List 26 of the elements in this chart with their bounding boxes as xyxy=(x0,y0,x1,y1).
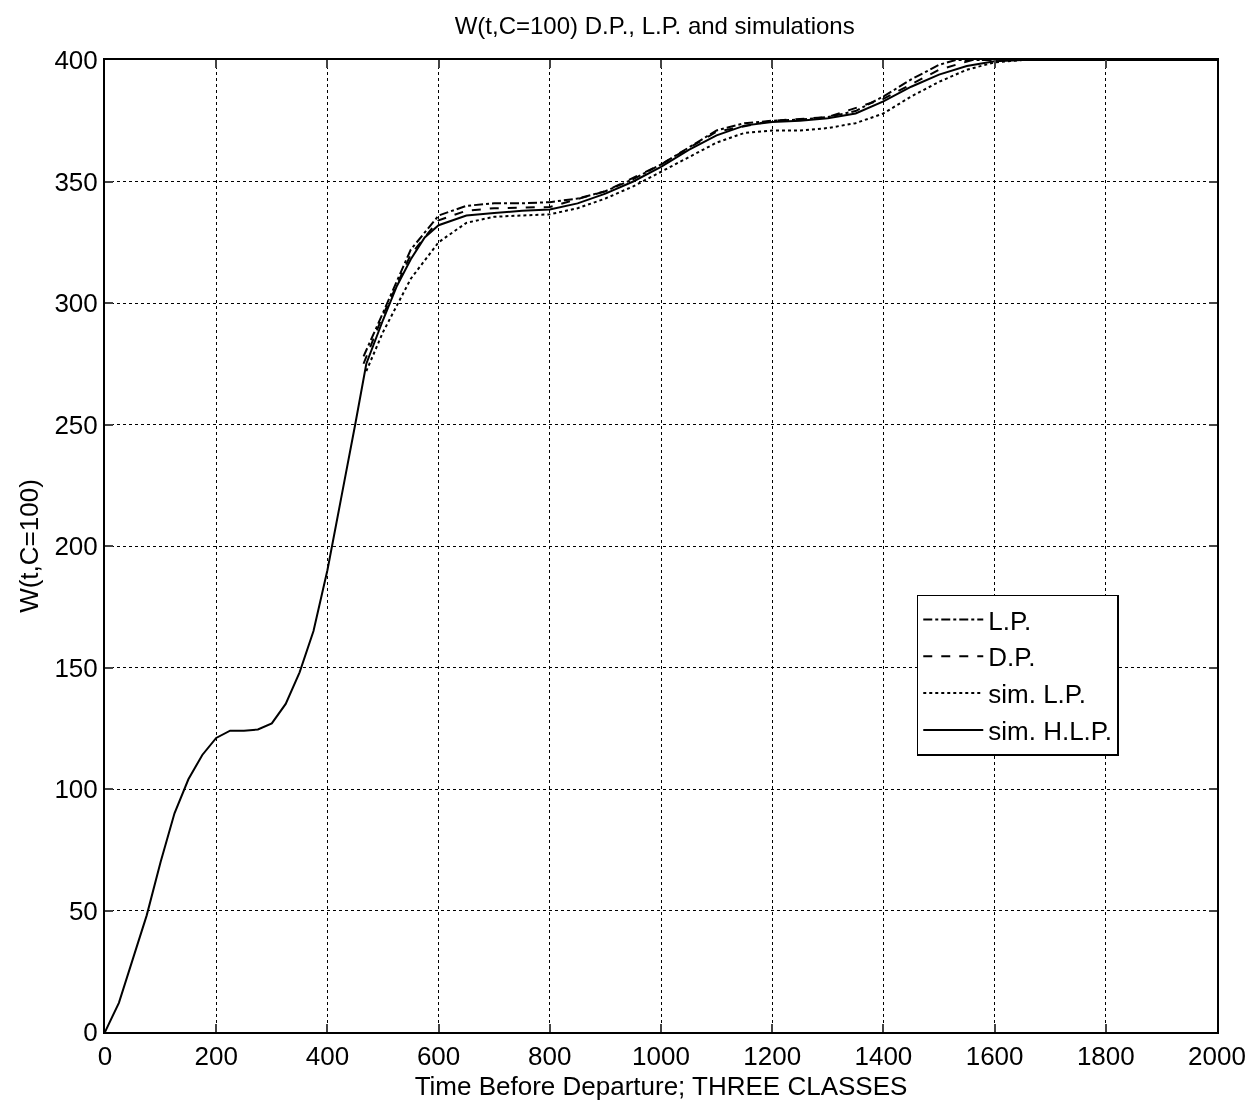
x-tick-label: 1600 xyxy=(965,1041,1024,1072)
y-tick-label: 0 xyxy=(83,1017,98,1048)
x-tick-label: 1400 xyxy=(854,1041,913,1072)
x-tick-label: 1000 xyxy=(632,1041,690,1072)
x-tick-label: 400 xyxy=(305,1041,350,1072)
legend-label: sim. L.P. xyxy=(988,679,1087,710)
x-tick-label: 800 xyxy=(528,1041,572,1072)
x-tick-label: 600 xyxy=(416,1041,461,1072)
x-axis-title: Time Before Departure; THREE CLASSES xyxy=(414,1071,908,1102)
x-tick-label: 2000 xyxy=(1188,1041,1246,1072)
chart-title: W(t,C=100) D.P., L.P. and simulations xyxy=(454,11,855,39)
legend-label: D.P. xyxy=(988,642,1036,673)
y-tick-label: 50 xyxy=(68,895,98,926)
y-tick-label: 150 xyxy=(54,652,98,683)
y-tick-label: 300 xyxy=(54,288,98,319)
y-tick-label: 350 xyxy=(54,166,98,197)
y-tick-label: 200 xyxy=(54,531,98,562)
y-tick-label: 250 xyxy=(54,409,98,440)
x-tick-label: 1200 xyxy=(743,1041,802,1072)
y-tick-label: 400 xyxy=(54,45,98,76)
x-tick-label: 1800 xyxy=(1076,1041,1135,1072)
legend-label: L.P. xyxy=(988,605,1032,636)
y-axis-title: W(t,C=100) xyxy=(14,479,45,613)
y-tick-label: 100 xyxy=(54,774,98,805)
legend-label: sim. H.L.P. xyxy=(988,716,1113,747)
x-tick-label: 200 xyxy=(194,1041,238,1072)
